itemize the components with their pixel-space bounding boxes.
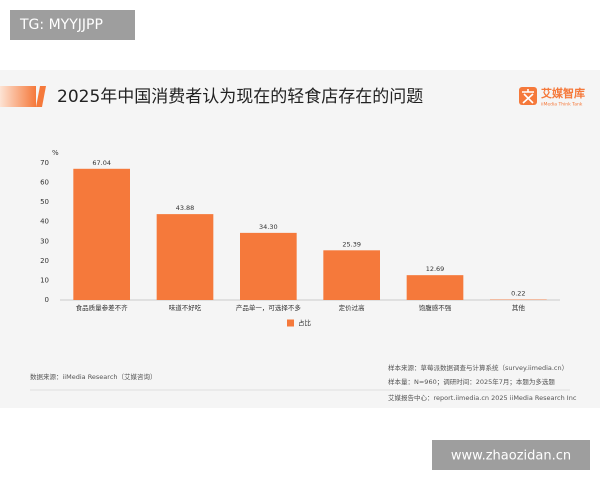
title-stripe [0, 86, 36, 107]
chart-title: 2025年中国消费者认为现在的轻食店存在的问题 [57, 87, 423, 107]
note: 样本量：N=960；调研时间：2025年7月；本题为多选题 [388, 377, 555, 386]
bar [323, 250, 380, 300]
y-tick-label: 40 [40, 218, 49, 226]
y-unit: % [52, 149, 59, 157]
data-label: 34.30 [259, 223, 278, 231]
watermark: TG: MYYJJPP [19, 17, 103, 33]
y-tick-label: 50 [40, 198, 49, 206]
data-label: 43.88 [176, 204, 195, 212]
x-tick-label: 味道不好吃 [169, 303, 202, 312]
footer: 艾媒报告中心：report.iimedia.cn 2025 iiMedia Re… [388, 393, 577, 402]
data-label: 67.04 [92, 159, 111, 167]
y-tick-label: 60 [40, 179, 49, 187]
bar [73, 169, 130, 300]
x-tick-label: 其他 [512, 303, 526, 312]
y-tick-label: 10 [40, 276, 49, 284]
x-tick-label: 食品质量参差不齐 [76, 303, 129, 312]
brand-subtitle: iiMedia Think Tank [541, 102, 583, 108]
y-tick-label: 30 [40, 237, 49, 245]
x-tick-label: 饱腹感不强 [419, 303, 452, 312]
watermark: www.zhaozidan.cn [451, 449, 571, 464]
brand-name: 艾媒智库 [541, 86, 585, 100]
data-label: 12.69 [426, 265, 445, 273]
legend-swatch [287, 320, 294, 327]
note: 样本来源：草莓派数据调查与计算系统（survey.iimedia.cn） [388, 363, 568, 372]
legend-label: 占比 [298, 318, 312, 327]
source: 数据来源：iiMedia Research（艾媒咨询） [30, 372, 157, 381]
y-tick-label: 0 [45, 296, 49, 304]
data-label: 0.22 [511, 290, 525, 298]
y-tick-label: 20 [40, 257, 49, 265]
bar [407, 275, 464, 300]
y-tick-label: 70 [40, 159, 49, 167]
x-tick-label: 产品单一，可选择不多 [236, 303, 302, 312]
x-tick-label: 定价过高 [339, 303, 366, 312]
bar [157, 214, 214, 300]
bar [240, 233, 297, 300]
data-label: 25.39 [342, 240, 361, 248]
